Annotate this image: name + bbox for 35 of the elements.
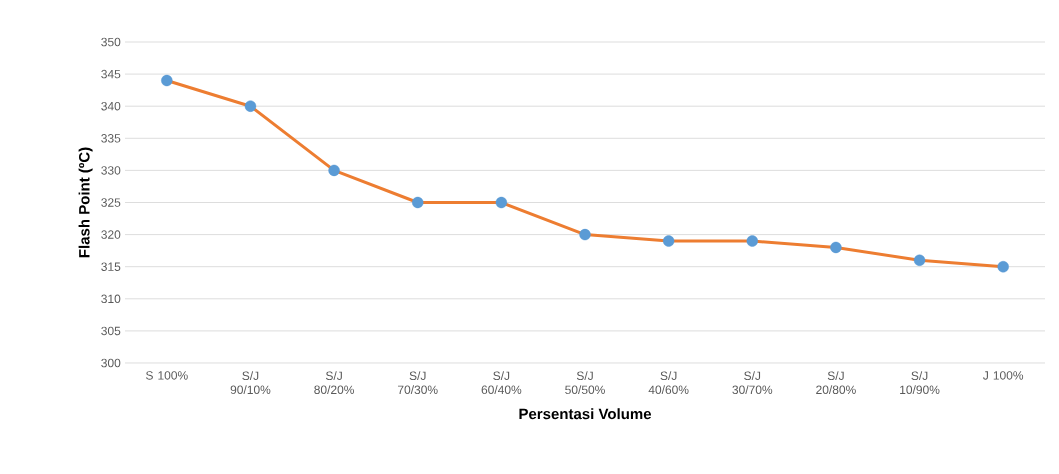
y-tick-label: 315 xyxy=(101,262,121,271)
y-tick-label: 330 xyxy=(101,166,121,175)
y-tick-label: 340 xyxy=(101,101,121,111)
x-tick-label: S/J 30/70% xyxy=(732,371,773,395)
point xyxy=(161,74,173,87)
point xyxy=(997,261,1009,273)
point xyxy=(746,235,758,247)
point xyxy=(913,254,926,266)
y-axis-title: Flash Point (ºC) xyxy=(78,147,93,258)
y-tick-label: 350 xyxy=(101,37,121,47)
x-axis-title: Persentasi Volume xyxy=(519,408,652,420)
x-tick-label: S/J 50/50% xyxy=(565,371,605,395)
point xyxy=(579,228,591,241)
point xyxy=(328,164,340,177)
point xyxy=(244,100,257,112)
y-tick-label: 310 xyxy=(101,294,121,304)
y-tick-label: 320 xyxy=(101,230,121,239)
y-tick-label: 325 xyxy=(101,198,121,207)
point xyxy=(830,241,842,254)
x-tick-label: S/J 70/30% xyxy=(397,371,438,395)
point xyxy=(412,196,424,209)
y-tick-label: 300 xyxy=(101,358,121,368)
x-tick-label: S/J 90/10% xyxy=(230,371,271,395)
x-tick-label: S 100% xyxy=(146,371,188,380)
y-tick-label: 305 xyxy=(101,326,121,336)
x-tick-label: S/J 40/60% xyxy=(648,371,689,395)
y-tick-label: 335 xyxy=(101,134,121,143)
point xyxy=(662,235,675,247)
x-tick-label: S/J 60/40% xyxy=(481,371,522,395)
x-tick-label: S/J 80/20% xyxy=(314,371,355,395)
x-tick-label: S/J 20/80% xyxy=(816,371,856,395)
x-tick-label: S/J 10/90% xyxy=(900,371,940,395)
y-tick-label: 345 xyxy=(101,69,121,79)
point xyxy=(495,196,508,209)
x-tick-label: J 100% xyxy=(983,371,1024,380)
